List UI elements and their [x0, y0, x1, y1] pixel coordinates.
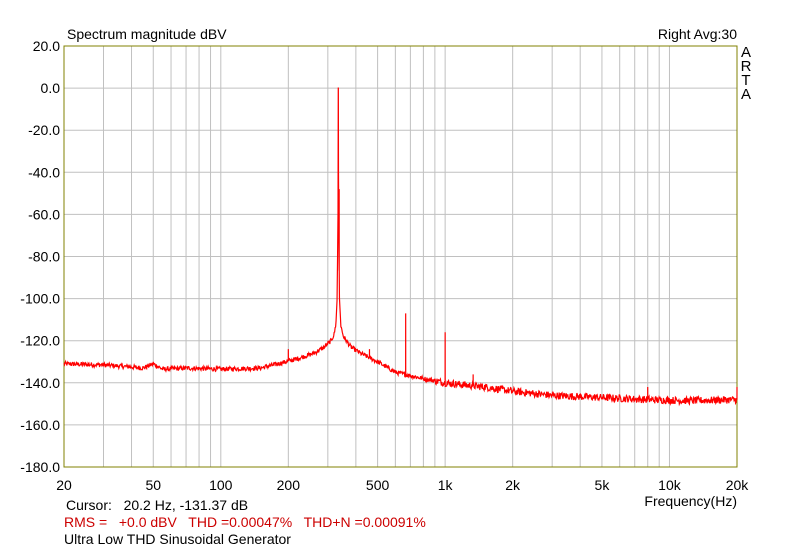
- y-tick-label: -20.0: [28, 122, 60, 138]
- x-axis-label: Frequency(Hz): [644, 493, 737, 509]
- cursor-label: Cursor:: [66, 497, 112, 513]
- chart-title: Spectrum magnitude dBV: [67, 26, 227, 42]
- cursor-value: 20.2 Hz, -131.37 dB: [123, 497, 249, 513]
- y-tick-label: -100.0: [20, 291, 60, 307]
- y-tick-label: -60.0: [28, 206, 60, 222]
- y-tick-label: -80.0: [28, 249, 60, 265]
- y-tick-label: -140.0: [20, 375, 60, 391]
- y-tick-label: -120.0: [20, 333, 60, 349]
- rms-value: +0.0 dBV: [118, 514, 177, 530]
- thd-label: THD =: [188, 514, 230, 530]
- x-tick-label: 2k: [505, 477, 521, 493]
- logo-letter: R: [740, 58, 752, 75]
- x-tick-label: 20k: [726, 477, 750, 493]
- spectrum-trace: [63, 87, 738, 407]
- y-tick-label: 0.0: [41, 80, 61, 96]
- y-tick-label: 20.0: [33, 38, 60, 54]
- logo-letter: T: [741, 72, 751, 89]
- cursor-readout: Cursor: 20.2 Hz, -131.37 dB: [66, 497, 248, 513]
- logo-letter: A: [740, 86, 751, 103]
- x-tick-label: 20: [56, 477, 72, 493]
- y-tick-label: -40.0: [28, 164, 60, 180]
- x-tick-label: 100: [209, 477, 233, 493]
- caption: Ultra Low THD Sinusoidal Generator: [64, 531, 291, 547]
- thdn-value: 0.00091%: [362, 514, 426, 530]
- x-tick-label: 10k: [658, 477, 682, 493]
- y-tick-label: -160.0: [20, 417, 60, 433]
- y-tick-label: -180.0: [20, 459, 60, 475]
- logo-letter: A: [740, 44, 751, 61]
- channel-average-label: Right Avg:30: [658, 26, 737, 42]
- x-tick-label: 200: [277, 477, 301, 493]
- x-tick-label: 1k: [438, 477, 454, 493]
- measurement-readout: RMS = +0.0 dBV THD =0.00047% THD+N =0.00…: [64, 514, 426, 530]
- thdn-label: THD+N =: [303, 514, 363, 530]
- thd-value: 0.00047%: [229, 514, 293, 530]
- rms-label: RMS =: [64, 514, 108, 530]
- x-tick-label: 5k: [595, 477, 611, 493]
- x-tick-label: 500: [366, 477, 390, 493]
- plot-border: [63, 45, 738, 468]
- x-tick-label: 50: [145, 477, 161, 493]
